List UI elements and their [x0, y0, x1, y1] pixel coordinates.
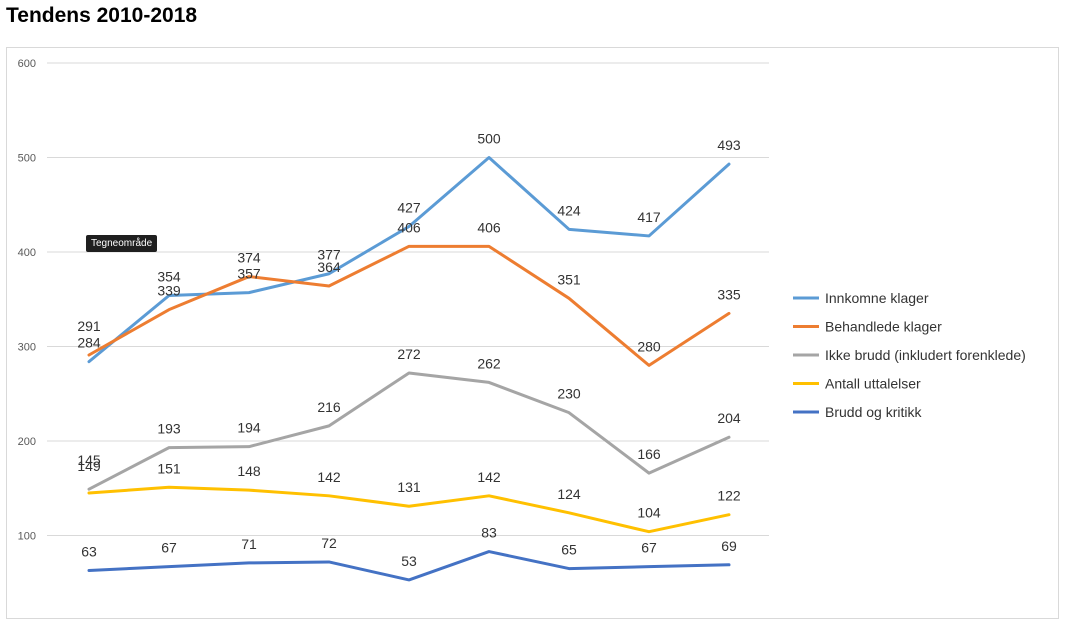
data-label: 193 — [157, 421, 181, 437]
legend-item[interactable]: Brudd og kritikk — [793, 404, 922, 420]
data-label: 284 — [77, 335, 101, 351]
series-lines — [87, 156, 731, 582]
data-label: 67 — [641, 540, 657, 556]
data-label: 122 — [717, 488, 741, 504]
data-label: 194 — [237, 420, 261, 436]
data-label: 148 — [237, 463, 261, 479]
data-label: 500 — [477, 131, 501, 147]
legend-label: Antall uttalelser — [825, 376, 921, 392]
legend-label: Behandlede klager — [825, 319, 942, 335]
data-label: 65 — [561, 542, 577, 558]
chart-area[interactable]: 100 200 300 400 500 600 284 354 357 377 427 500 424… — [6, 47, 1059, 619]
series-line[interactable] — [87, 550, 731, 582]
data-label: 417 — [637, 209, 661, 225]
data-label: 216 — [317, 399, 341, 415]
series-line[interactable] — [87, 244, 731, 367]
data-label: 230 — [557, 386, 581, 402]
page-title: Tendens 2010-2018 — [6, 4, 198, 27]
data-label: 124 — [557, 486, 581, 502]
legend-item[interactable]: Ikke brudd (inkludert forenklede) — [793, 347, 1026, 363]
data-label: 53 — [401, 553, 417, 569]
y-tick-label: 200 — [18, 436, 36, 448]
data-label: 406 — [397, 219, 421, 235]
data-label: 354 — [157, 268, 181, 284]
data-label: 364 — [317, 259, 341, 275]
data-label: 272 — [397, 346, 421, 362]
data-label: 291 — [77, 318, 101, 334]
data-label: 69 — [721, 538, 737, 554]
data-label: 149 — [77, 458, 101, 474]
y-tick-label: 300 — [18, 342, 36, 354]
y-tick-label: 500 — [18, 153, 36, 165]
y-tick-label: 600 — [18, 58, 36, 70]
data-label: 67 — [161, 540, 177, 556]
data-label: 493 — [717, 137, 741, 153]
plot-area-tooltip: Tegneområde — [86, 235, 158, 252]
series-line[interactable] — [87, 485, 731, 534]
y-tick-label: 400 — [18, 247, 36, 259]
data-label: 104 — [637, 505, 661, 521]
data-label: 262 — [477, 355, 501, 371]
series-line[interactable] — [87, 371, 731, 491]
line-chart: 100 200 300 400 500 600 284 354 357 377 427 500 424… — [18, 58, 1026, 582]
data-label: 427 — [397, 199, 421, 215]
legend-item[interactable]: Antall uttalelser — [793, 376, 921, 392]
series-line[interactable] — [87, 156, 731, 364]
y-tick-label: 100 — [18, 531, 36, 543]
data-label: 142 — [477, 469, 501, 485]
y-axis-ticks: 100 200 300 400 500 600 — [18, 58, 36, 543]
legend-item[interactable]: Innkomne klager — [793, 290, 929, 306]
legend[interactable]: Innkomne klager Behandlede klager Ikke bru… — [793, 290, 1026, 420]
data-label: 335 — [717, 286, 741, 302]
data-label: 72 — [321, 535, 337, 551]
data-labels: 284 354 357 377 427 500 424 417 493 291 339 374 364 4… — [77, 131, 741, 569]
data-label: 374 — [237, 250, 261, 266]
legend-label: Brudd og kritikk — [825, 404, 922, 420]
legend-item[interactable]: Behandlede klager — [793, 319, 942, 335]
data-label: 351 — [557, 271, 581, 287]
data-label: 71 — [241, 536, 257, 552]
data-label: 151 — [157, 460, 181, 476]
legend-label: Innkomne klager — [825, 290, 929, 306]
data-label: 280 — [637, 338, 661, 354]
data-label: 424 — [557, 202, 581, 218]
data-label: 131 — [397, 479, 421, 495]
data-label: 204 — [717, 410, 741, 426]
data-label: 357 — [237, 266, 261, 282]
data-label: 377 — [317, 247, 341, 263]
data-label: 145 — [77, 452, 101, 468]
data-label: 339 — [157, 283, 181, 299]
data-label: 142 — [317, 469, 341, 485]
gridlines — [47, 62, 769, 536]
data-label: 63 — [81, 543, 97, 559]
data-label: 166 — [637, 446, 661, 462]
legend-label: Ikke brudd (inkludert forenklede) — [825, 347, 1026, 363]
data-label: 83 — [481, 525, 497, 541]
data-label: 406 — [477, 219, 501, 235]
